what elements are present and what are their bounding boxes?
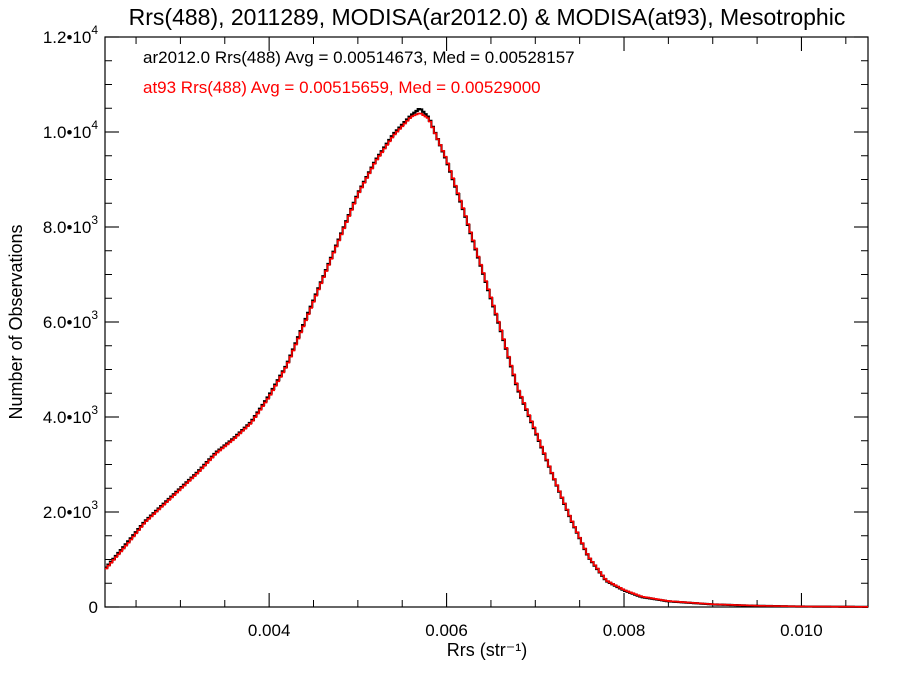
x-axis-label: Rrs (str⁻¹) — [447, 640, 527, 660]
x-axis-ticks: 0.004 0.006 0.008 0.010 — [135, 37, 847, 640]
y-axis-ticks: 0 2.0•103 4.0•103 6.0•103 8.0•103 1.0•104 1.2•… — [43, 23, 868, 617]
y-axis-label: Number of Observations — [6, 224, 26, 419]
y-tick-label: 6.0•103 — [43, 308, 99, 332]
series-2-line — [105, 112, 868, 608]
series-1-line — [105, 108, 868, 608]
series-layer — [105, 108, 868, 608]
y-tick-label: 1.2•104 — [43, 23, 99, 47]
x-tick-label: 0.006 — [425, 621, 468, 640]
y-tick-label: 2.0•103 — [43, 498, 99, 522]
chart-title: Rrs(488), 2011289, MODISA(ar2012.0) & MO… — [129, 4, 846, 30]
y-tick-label: 8.0•103 — [43, 213, 99, 237]
y-tick-label: 0 — [89, 598, 98, 617]
x-tick-label: 0.010 — [780, 621, 823, 640]
legend-series-2: at93 Rrs(488) Avg = 0.00515659, Med = 0.… — [143, 78, 541, 97]
y-tick-label: 4.0•103 — [43, 403, 99, 427]
x-tick-label: 0.004 — [248, 621, 291, 640]
legend-series-1: ar2012.0 Rrs(488) Avg = 0.00514673, Med … — [143, 48, 575, 67]
y-tick-label: 1.0•104 — [43, 118, 99, 142]
x-tick-label: 0.008 — [603, 621, 646, 640]
plot-frame — [104, 36, 869, 608]
